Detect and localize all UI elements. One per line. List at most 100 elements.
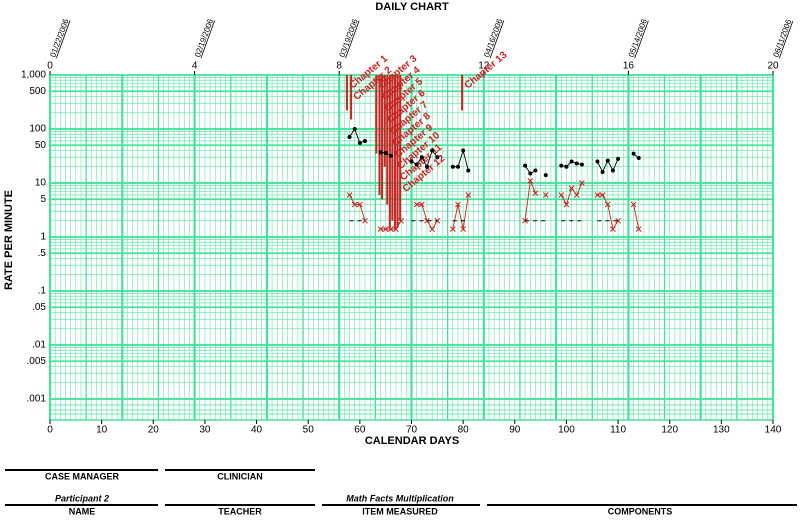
data-point [377,226,384,232]
data-point [424,164,429,169]
data-point [357,141,362,146]
data-point [465,192,472,198]
x-tick-label: 90 [509,425,521,436]
data-point [522,217,528,224]
footer: CASE MANAGER CLINICIAN Participant 2 Mat… [5,469,797,516]
chart-title: DAILY CHART [375,1,449,13]
x-tick-label: 140 [765,425,782,436]
y-tick-label: .5 [38,248,47,259]
footer-value: Math Facts Multiplication [346,493,454,503]
data-point [435,155,440,160]
x-tick-label: 100 [558,425,575,436]
x-tick-label: 0 [47,425,53,436]
y-tick-label: .05 [32,302,46,313]
data-point [532,190,539,196]
x2-tick-label: 20 [767,61,779,72]
y-tick-label: 500 [29,86,46,97]
footer-label: COMPONENTS [608,506,673,516]
x2-date-label: 02/19/2006 [193,17,215,58]
data-point [413,201,420,208]
footer-label: ITEM MEASURED [362,506,438,516]
y-tick-label: 50 [35,140,47,151]
x-tick-label: 110 [610,425,626,436]
footer-value: Participant 2 [55,493,109,503]
data-point [357,201,363,208]
data-point [600,169,605,174]
data-point [631,151,636,156]
data-point [383,150,388,155]
data-point [616,156,621,161]
footer-label: CASE MANAGER [45,471,120,481]
data-point [362,217,368,224]
data-point [573,192,580,198]
data-point [466,168,471,173]
data-point [523,163,528,168]
x-tick-label: 10 [96,425,108,436]
x2-tick-label: 16 [623,61,635,72]
x-tick-label: 130 [713,425,730,436]
x2-tick-label: 4 [192,61,198,72]
x2-date-label: 03/19/2006 [338,17,360,58]
data-point [569,159,574,164]
data-point [388,153,393,158]
data-point [393,226,399,232]
data-point [378,150,383,155]
data-point [564,164,569,169]
x2-tick-label: 8 [336,61,342,72]
data-point [424,217,430,224]
data-point [455,164,460,169]
x2-tick-label: 12 [478,61,490,72]
y-tick-label: 10 [35,178,47,189]
data-point [604,201,611,208]
data-point [346,192,353,198]
y-tick-label: .1 [38,286,47,297]
grid [48,74,775,421]
data-point [594,192,601,198]
footer-label: TEACHER [218,506,262,516]
data-point [450,164,455,169]
data-point [455,201,461,208]
x-tick-label: 40 [251,425,263,436]
y-tick-label: 1 [40,232,46,243]
y-tick-label: .01 [32,340,46,351]
x-tick-label: 20 [148,425,160,436]
x-tick-label: 120 [661,425,678,436]
x2-date-label: 01/22/2006 [48,17,70,58]
data-point [579,180,585,186]
x2-tick-label: 0 [47,61,53,72]
y-tick-label: .005 [27,356,47,367]
x2-date-label: 05/14/2006 [627,17,649,58]
data-point [382,226,389,232]
data-point [568,185,575,192]
data-point [636,156,641,161]
data-point [351,201,358,208]
x-axis-label: CALENDAR DAYS [365,435,459,447]
x2-date-label: 06/11/2006 [771,18,793,59]
data-point [559,163,564,168]
data-point [574,161,579,166]
data-point [363,138,368,143]
x-tick-label: 70 [406,425,418,436]
data-point [543,173,548,178]
data-point [418,201,425,208]
data-point [387,226,394,232]
data-point [398,217,405,224]
data-point [579,162,584,167]
x-tick-label: 30 [199,425,211,436]
data-point [610,226,616,232]
y-axis-label: RATE PER MINUTE [3,190,15,290]
data-point [430,148,435,153]
y-tick-label: 1,000 [21,70,46,81]
data-point [449,226,456,232]
y-tick-label: .001 [27,394,47,405]
data-point [429,226,436,232]
data-point [635,226,642,232]
data-point [605,158,610,163]
data-point [542,192,549,198]
footer-label: CLINICIAN [217,471,263,481]
data-point [461,148,466,153]
data-point [558,192,565,198]
data-point [610,168,615,173]
x-tick-label: 60 [354,425,366,436]
